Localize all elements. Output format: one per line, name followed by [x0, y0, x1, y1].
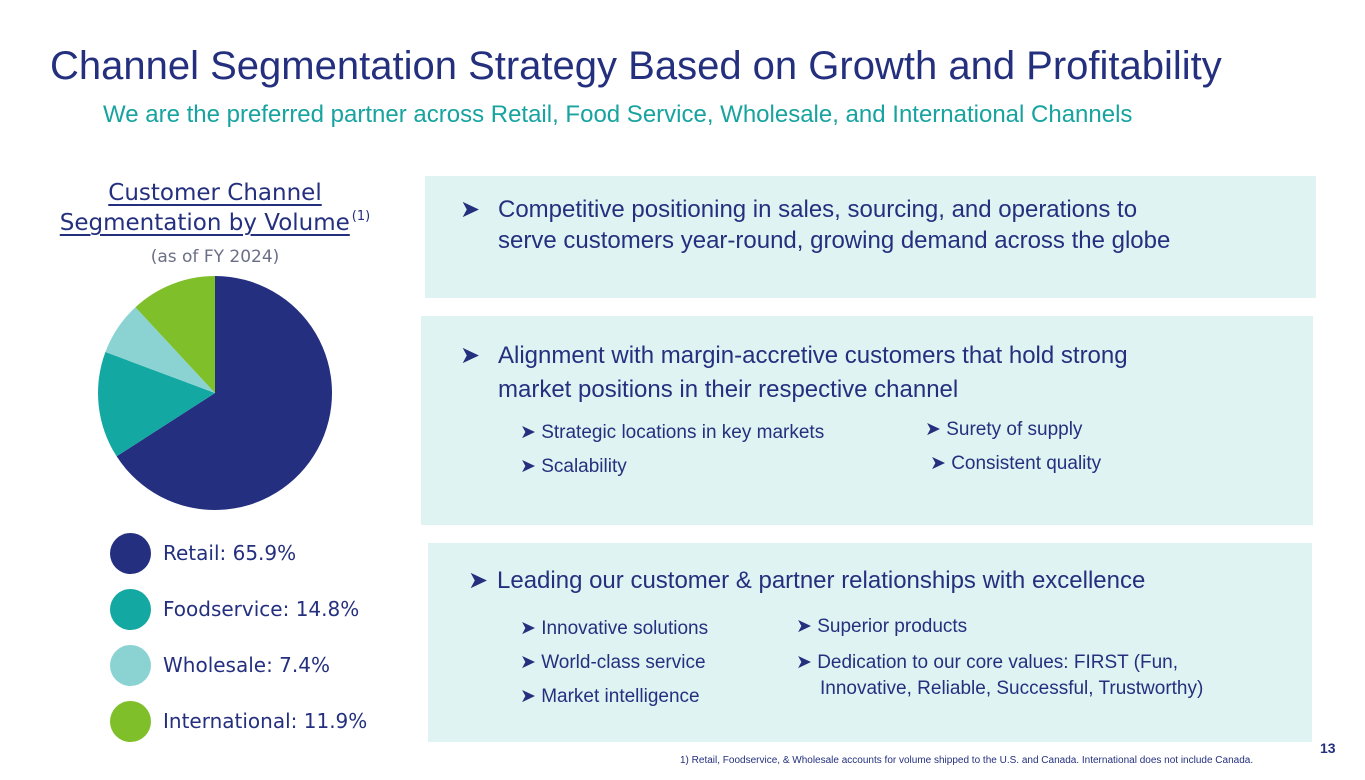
- panel-margin-alignment: [421, 316, 1313, 525]
- legend-item-wholesale: Wholesale: 7.4%: [110, 637, 367, 693]
- pie-slice-retail: [116, 276, 332, 510]
- legend-label-wholesale: Wholesale: 7.4%: [163, 653, 330, 677]
- page-subtitle: We are the preferred partner across Reta…: [103, 101, 1133, 128]
- chart-title-line2: Segmentation by Volume: [59, 210, 350, 236]
- legend-label-retail: Retail: 65.9%: [163, 541, 297, 565]
- arrow-bullet-icon: ➤: [468, 567, 489, 594]
- legend-item-international: International: 11.9%: [110, 693, 367, 749]
- sub-bullet-superior-products: ➤ Superior products: [796, 616, 968, 637]
- sub-bullet-core-values: ➤ Dedication to our core values: FIRST (…: [796, 652, 1179, 673]
- arrow-bullet-icon: ➤: [460, 196, 481, 223]
- sub-bullet-market-intelligence: ➤ Market intelligence: [520, 686, 700, 707]
- panel-competitive-positioning: [425, 176, 1316, 298]
- legend-label-international: International: 11.9%: [163, 709, 368, 733]
- legend-label-foodservice: Foodservice: 14.8%: [163, 597, 360, 621]
- bullet-text: Competitive positioning in sales, sourci…: [498, 196, 1171, 254]
- sub-bullet-world-class-service: ➤ World-class service: [520, 652, 706, 673]
- arrow-bullet-icon: ➤: [460, 342, 481, 369]
- bullet-text: Alignment with margin-accretive customer…: [498, 342, 1128, 403]
- sub-bullet-core-values-cont: Innovative, Reliable, Successful, Trustw…: [820, 678, 1204, 699]
- sub-bullet-innovative-solutions: ➤ Innovative solutions: [520, 618, 709, 639]
- legend-swatch-wholesale: [110, 644, 151, 686]
- chart-asof: (as of FY 2024): [150, 247, 280, 267]
- panel-partner-relationships: [428, 543, 1312, 742]
- pie-slice-foodservice: [98, 351, 215, 457]
- sub-bullet-strategic-locations: ➤ Strategic locations in key markets: [520, 422, 825, 443]
- legend-item-retail: Retail: 65.9%: [110, 525, 367, 581]
- legend-swatch-international: [110, 700, 151, 742]
- sub-bullet-scalability: ➤ Scalability: [520, 456, 627, 477]
- pie-chart: [98, 276, 332, 510]
- pie-slice-wholesale: [105, 307, 215, 393]
- bullet-competitive-positioning: ➤ Competitive positioning in sales, sour…: [460, 194, 1170, 256]
- footnote: 1) Retail, Foodservice, & Wholesale acco…: [680, 755, 1254, 766]
- chart-title-line1: Customer Channel: [108, 180, 322, 206]
- page-title: Channel Segmentation Strategy Based on G…: [50, 44, 1222, 88]
- chart-legend: Retail: 65.9% Foodservice: 14.8% Wholesa…: [110, 525, 367, 749]
- legend-swatch-retail: [110, 532, 151, 574]
- page-number: 13: [1320, 740, 1336, 756]
- chart-title: Customer Channel Segmentation by Volume(…: [30, 178, 400, 238]
- bullet-text: Leading our customer & partner relations…: [497, 567, 1146, 594]
- legend-item-foodservice: Foodservice: 14.8%: [110, 581, 367, 637]
- pie-slice-international: [135, 276, 215, 393]
- bullet-partner-relationships: ➤ Leading our customer & partner relatio…: [468, 565, 1145, 596]
- sub-bullet-consistent-quality: ➤ Consistent quality: [930, 453, 1102, 474]
- sub-bullet-surety-of-supply: ➤ Surety of supply: [925, 419, 1083, 440]
- chart-footnote-ref: (1): [351, 209, 371, 224]
- bullet-margin-alignment: ➤ Alignment with margin-accretive custom…: [460, 339, 1128, 407]
- legend-swatch-foodservice: [110, 588, 151, 630]
